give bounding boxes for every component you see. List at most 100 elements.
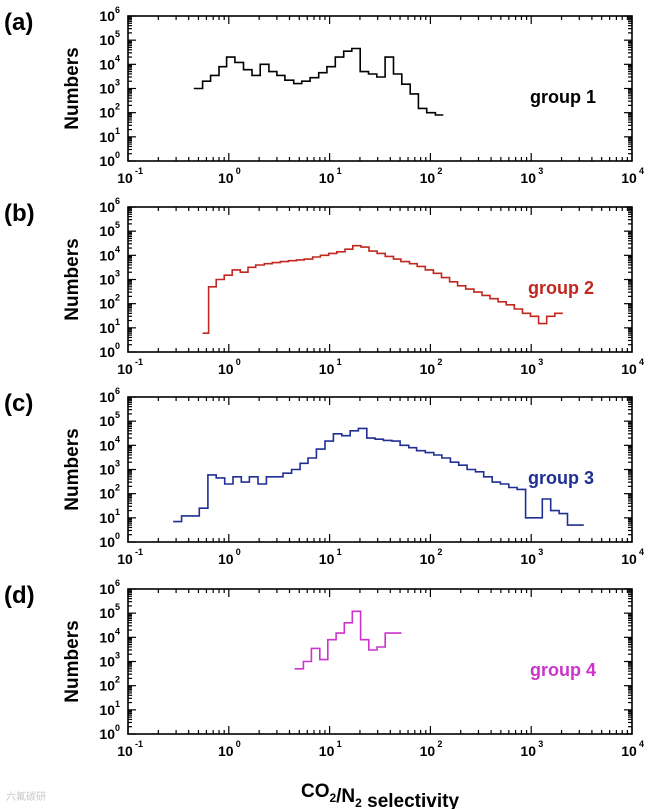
x-tick-exponent: 4: [639, 357, 644, 367]
x-tick-exponent: -1: [135, 166, 143, 176]
y-tick-label: 10: [99, 56, 115, 72]
x-axis-ticks: [127, 397, 633, 542]
y-axis-label: Numbers: [62, 428, 83, 510]
panel-letter: (a): [4, 9, 33, 36]
x-tick-label: 10: [621, 170, 637, 186]
y-tick-label: 10: [99, 702, 115, 718]
x-axis-ticks: [127, 16, 633, 161]
x-tick-label: 10: [420, 551, 436, 567]
x-tick-exponent: 1: [337, 357, 342, 367]
x-tick-label: 10: [520, 361, 536, 377]
x-axis-label-subscript: 2: [355, 796, 362, 809]
group-label: group 4: [530, 660, 596, 680]
y-tick-label: 10: [99, 32, 115, 48]
y-tick-label: 10: [99, 296, 115, 312]
y-tick-exponent: 1: [115, 126, 120, 136]
x-tick-label: 10: [218, 551, 234, 567]
series-line-1: [193, 47, 444, 116]
x-tick-label: 10: [420, 361, 436, 377]
x-axis-label-part: selectivity: [362, 791, 460, 809]
x-tick-label: 10: [621, 551, 637, 567]
y-axis-label: Numbers: [62, 620, 83, 702]
y-tick-label: 10: [99, 129, 115, 145]
x-tick-label: 10: [117, 743, 133, 759]
y-tick-exponent: 4: [115, 53, 120, 63]
series-line-2: [202, 244, 563, 334]
x-tick-exponent: 3: [538, 166, 543, 176]
y-tick-exponent: 5: [115, 410, 120, 420]
y-tick-exponent: 5: [115, 220, 120, 230]
x-tick-label: 10: [520, 170, 536, 186]
x-tick-label: 10: [117, 170, 133, 186]
y-tick-exponent: 1: [115, 507, 120, 517]
x-tick-exponent: 2: [437, 547, 442, 557]
y-tick-exponent: 6: [115, 386, 120, 396]
x-tick-label: 10: [218, 170, 234, 186]
panel-letter: (d): [4, 582, 35, 609]
y-tick-label: 10: [99, 389, 115, 405]
x-axis-label-part: /N: [336, 786, 355, 807]
y-tick-label: 10: [99, 510, 115, 526]
y-tick-label: 10: [99, 726, 115, 742]
y-tick-exponent: 2: [115, 675, 120, 685]
y-tick-label: 10: [99, 462, 115, 478]
x-tick-label: 10: [520, 743, 536, 759]
x-axis-label: CO2/N2 selectivity: [301, 781, 459, 809]
x-tick-exponent: 1: [337, 547, 342, 557]
series-line-4: [294, 610, 402, 670]
y-axis-label: Numbers: [62, 238, 83, 320]
y-tick-label: 10: [99, 534, 115, 550]
x-tick-label: 10: [621, 743, 637, 759]
y-tick-exponent: 0: [115, 531, 120, 541]
x-axis-ticks: [127, 207, 633, 352]
x-axis-label-part: CO: [301, 781, 330, 802]
group-label: group 3: [528, 468, 594, 488]
y-tick-label: 10: [99, 223, 115, 239]
x-tick-exponent: 0: [236, 739, 241, 749]
x-tick-label: 10: [319, 551, 335, 567]
y-tick-label: 10: [99, 605, 115, 621]
y-tick-exponent: 4: [115, 626, 120, 636]
y-axis-ticks: [128, 396, 632, 543]
panel-letter: (b): [4, 200, 35, 227]
x-tick-exponent: 0: [236, 166, 241, 176]
y-tick-exponent: 6: [115, 5, 120, 15]
y-tick-label: 10: [99, 581, 115, 597]
y-tick-label: 10: [99, 153, 115, 169]
y-tick-exponent: 3: [115, 459, 120, 469]
x-tick-exponent: 4: [639, 739, 644, 749]
y-tick-label: 10: [99, 105, 115, 121]
y-tick-label: 10: [99, 81, 115, 97]
x-tick-exponent: -1: [135, 739, 143, 749]
x-tick-exponent: 3: [538, 357, 543, 367]
panel-a: 10 -1 10 0 10 1 10 2 10 3 10 410 010 110 210 310 410 510 6…: [4, 5, 644, 186]
panel-b: 10 -1 10 0 10 1 10 2 10 3 10 410 010 110 210 310 410 510 6…: [4, 196, 644, 377]
x-tick-exponent: 2: [437, 739, 442, 749]
y-tick-exponent: 0: [115, 150, 120, 160]
y-tick-label: 10: [99, 413, 115, 429]
x-tick-exponent: -1: [135, 547, 143, 557]
x-tick-label: 10: [218, 361, 234, 377]
x-tick-exponent: 4: [639, 166, 644, 176]
y-tick-label: 10: [99, 629, 115, 645]
y-tick-exponent: 4: [115, 244, 120, 254]
x-tick-exponent: 3: [538, 547, 543, 557]
x-tick-label: 10: [420, 743, 436, 759]
panel-c: 10 -1 10 0 10 1 10 2 10 3 10 410 010 110 210 310 410 510 6…: [4, 386, 644, 567]
x-tick-exponent: 2: [437, 166, 442, 176]
watermark-text: 六氟碳研: [6, 792, 46, 803]
y-tick-label: 10: [99, 8, 115, 24]
y-tick-exponent: 3: [115, 78, 120, 88]
x-tick-label: 10: [117, 361, 133, 377]
group-label: group 1: [530, 87, 596, 107]
y-tick-exponent: 3: [115, 651, 120, 661]
x-tick-label: 10: [218, 743, 234, 759]
y-tick-label: 10: [99, 199, 115, 215]
x-tick-label: 10: [621, 361, 637, 377]
panel-d: 10 -1 10 0 10 1 10 2 10 3 10 410 010 110 210 310 410 510 6…: [4, 578, 644, 759]
x-tick-exponent: 0: [236, 357, 241, 367]
x-tick-label: 10: [319, 743, 335, 759]
y-tick-label: 10: [99, 437, 115, 453]
y-tick-label: 10: [99, 344, 115, 360]
